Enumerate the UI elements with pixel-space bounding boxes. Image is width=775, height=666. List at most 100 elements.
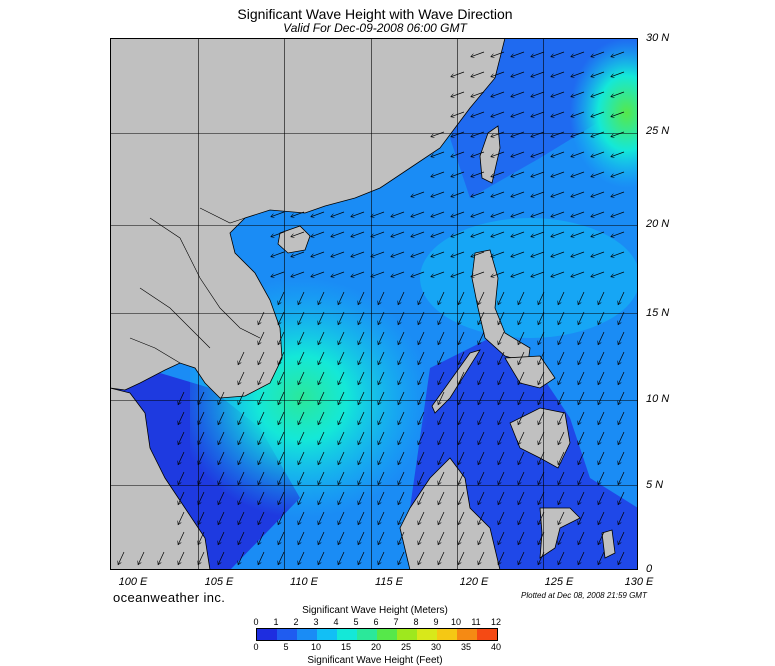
wave-arrow [518,291,525,305]
colorbar-swatch [437,628,458,641]
wave-arrow [398,451,405,465]
wave-arrow [378,371,385,385]
wave-arrow [611,171,625,177]
colorbar-swatch [477,628,498,641]
wave-arrow [471,271,485,277]
wave-arrow [458,551,465,565]
wave-arrow [531,211,545,217]
wave-arrow [478,351,485,365]
wave-arrow [518,331,525,345]
colorbar-title-meters: Significant Wave Height (Meters) [302,605,448,616]
wave-arrow [391,231,405,237]
colorbar [256,628,498,641]
wave-arrow [311,251,325,257]
wave-arrow [258,331,265,345]
wave-arrow [418,331,425,345]
wave-arrow [198,491,205,505]
wave-arrow [491,111,505,117]
feet-tick-label: 0 [253,642,259,652]
wave-arrow [458,531,465,545]
wave-arrow [298,411,305,425]
wave-arrow [238,411,245,425]
wave-arrow [418,351,425,365]
wave-arrow [411,271,425,277]
wave-arrow [571,151,585,157]
wave-arrow [598,431,605,445]
wave-arrow [238,531,245,545]
wave-arrow [291,211,305,217]
wave-arrow [431,251,445,257]
wave-arrow [551,171,565,177]
wave-arrow [271,231,285,237]
wave-arrow [611,271,625,277]
wave-arrow [398,371,405,385]
wave-arrow [451,91,465,97]
wave-arrow [458,311,465,325]
wave-arrow [538,491,545,505]
wave-arrow [611,191,625,197]
wave-arrow [338,551,345,565]
wave-arrow [551,191,565,197]
land-malay-peninsula [110,387,211,570]
wave-arrow [491,211,505,217]
wave-arrow [331,271,345,277]
wave-arrow [558,391,565,405]
wave-arrow [611,111,625,117]
wave-arrow [578,391,585,405]
wave-arrow [298,551,305,565]
wave-arrow [618,431,625,445]
lat-label-30n: 30 N [646,32,670,44]
wave-arrow [531,191,545,197]
wave-arrow [418,491,425,505]
wave-arrow [431,231,445,237]
wave-arrow [598,471,605,485]
wave-arrow [458,451,465,465]
wave-arrow [611,131,625,137]
wave-arrow [611,151,625,157]
wave-arrow [438,391,445,405]
wave-arrow [571,271,585,277]
land-china-indochina [110,38,506,399]
wave-arrow [511,171,525,177]
meters-tick-label: 5 [353,617,359,627]
wave-arrow [471,231,485,237]
chart-subtitle: Valid For Dec-09-2008 06:00 GMT [283,21,467,35]
wave-arrow [258,431,265,445]
wave-arrow [491,71,505,77]
wave-arrow [498,511,505,525]
wave-arrow [318,551,325,565]
wave-arrow [238,551,245,565]
wave-arrow [558,531,565,545]
wave-arrow [618,491,625,505]
wave-arrow [591,131,605,137]
wave-arrow [458,491,465,505]
lon-label-100e: 100 E [118,576,148,588]
wave-arrow [518,311,525,325]
wave-arrow [558,351,565,365]
wave-arrow [538,471,545,485]
wave-arrow [478,451,485,465]
wave-arrow [591,151,605,157]
wave-arrow [531,231,545,237]
wave-arrow [591,191,605,197]
wave-arrow [318,411,325,425]
wave-arrow [278,351,285,365]
wave-arrow [258,371,265,385]
wave-arrow [558,451,565,465]
wave-arrow [318,471,325,485]
wave-arrow [298,351,305,365]
wave-arrow [311,271,325,277]
plotted-timestamp: Plotted at Dec 08, 2008 21:59 GMT [521,591,647,600]
wave-arrow [518,431,525,445]
wave-arrow [511,231,525,237]
wave-arrow [391,211,405,217]
wave-arrow [618,551,625,565]
wave-arrow [498,291,505,305]
wave-arrow [578,451,585,465]
meters-tick-label: 12 [490,617,501,627]
wave-arrow [458,391,465,405]
wave-arrow [591,251,605,257]
wave-arrow [471,251,485,257]
wave-arrow [311,211,325,217]
wave-arrow [418,391,425,405]
